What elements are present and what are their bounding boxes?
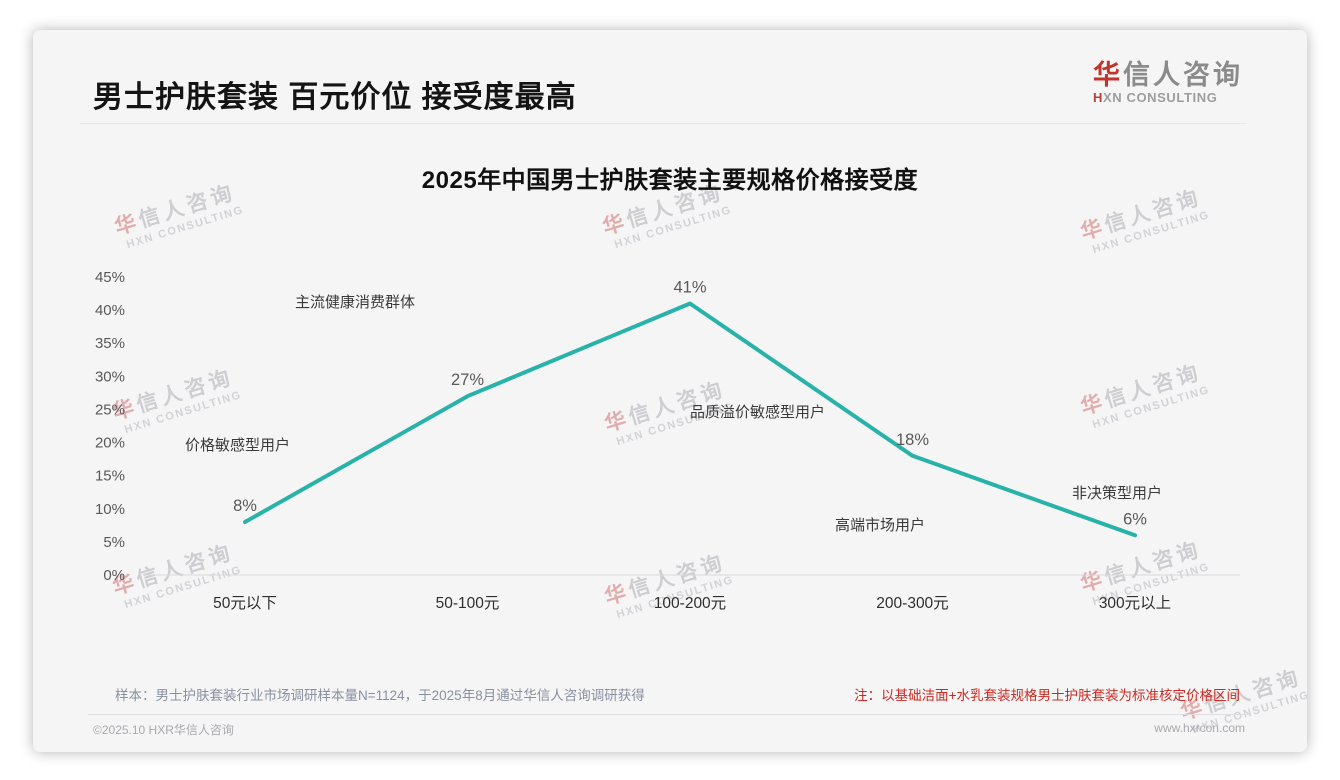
data-point-label: 8% [233,497,257,515]
segment-annotation: 品质溢价敏感型用户 [690,404,825,421]
segment-annotation: 高端市场用户 [835,517,925,534]
x-axis-label: 200-300元 [876,595,948,612]
watermark: 华信人咨询 HXN CONSULTING [602,377,736,449]
y-tick-label: 40% [95,302,125,319]
price-definition-note: 注：以基础洁面+水乳套装规格男士护肤套装为标准核定价格区间 [854,688,1240,703]
footer-divider [88,714,1250,715]
watermark: 华信人咨询 HXN CONSULTING [110,365,244,437]
y-tick-label: 10% [95,501,125,518]
y-tick-label: 15% [95,468,125,485]
y-tick-label: 35% [95,335,125,352]
y-tick-label: 5% [103,534,125,551]
price-acceptance-line-chart: 0% 5% 10% 15% 20% 25% 30% 35% 40% 45% 8% 27% 41% 18% 6… [95,269,1240,612]
segment-annotation: 主流健康消费群体 [295,294,415,311]
y-tick-label: 20% [95,435,125,452]
y-tick-label: 45% [95,269,125,286]
logo-name-rest: 信人咨询 [1123,60,1243,90]
watermark: 华信人咨询 HXN CONSULTING [1078,537,1212,609]
slide-canvas: 华信人咨询 HXN CONSULTING 华信人咨询 HXN CONSULTING 华信… [33,30,1307,752]
watermark: 华信人咨询 HXN CONSULTING [1078,360,1212,432]
acceptance-line-series [243,301,1137,538]
data-point-label: 6% [1123,510,1147,528]
x-axis-label: 300元以上 [1099,594,1171,612]
logo-english-name: HXN CONSULTING [1093,90,1243,105]
footer-website: www.hxrcon.com [1154,721,1245,735]
data-point-label: 27% [451,371,484,389]
logo-chinese-name: 华信人咨询 [1093,60,1243,90]
segment-annotation: 价格敏感型用户 [185,437,290,454]
footer-copyright: ©2025.10 HXR华信人咨询 [93,723,234,737]
sample-note: 样本：男士护肤套装行业市场调研样本量N=1124，于2025年8月通过华信人咨询… [115,688,645,703]
chart-title: 2025年中国男士护肤套装主要规格价格接受度 [421,167,919,194]
x-axis-label: 50元以下 [213,595,277,612]
y-tick-label: 30% [95,368,125,385]
header-divider [80,123,1247,124]
data-point-label: 18% [896,431,929,449]
x-axis-label: 50-100元 [436,595,500,612]
page-title: 男士护肤套装 百元价位 接受度最高 [93,81,577,114]
watermark: 华信人咨询 HXN CONSULTING [602,550,736,622]
data-point-label: 41% [673,278,706,296]
x-axis-label: 100-200元 [654,595,726,612]
y-tick-label: 25% [95,401,125,418]
logo-sub-accent-char: H [1093,90,1103,105]
y-tick-label: 0% [103,567,125,584]
logo-accent-char: 华 [1093,60,1123,90]
watermark: 华信人咨询 HXN CONSULTING [110,540,244,612]
company-logo: 华信人咨询 HXN CONSULTING [1093,60,1243,105]
segment-annotation: 非决策型用户 [1072,485,1162,502]
logo-sub-rest: XN CONSULTING [1103,90,1218,105]
